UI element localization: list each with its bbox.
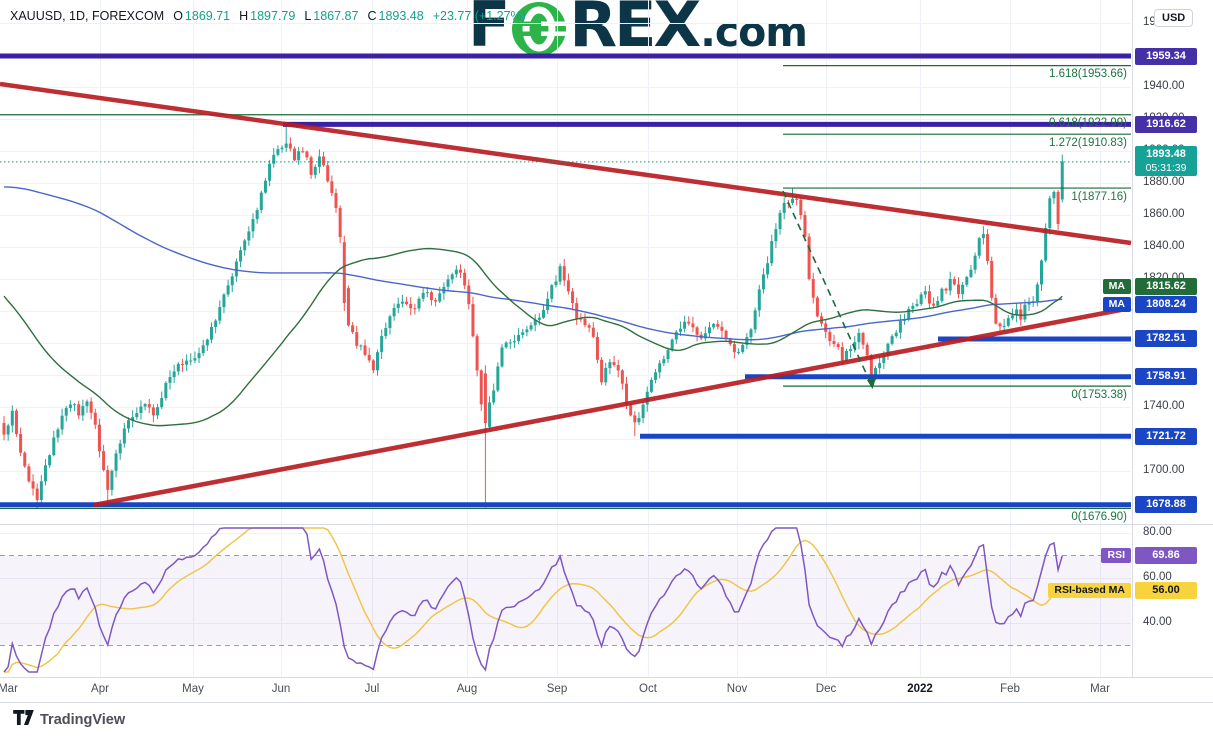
time-axis-label: Sep	[546, 683, 568, 695]
footer: TradingView	[13, 710, 125, 730]
close-label: C	[367, 9, 377, 23]
price-axis-badge: 1916.62	[1135, 115, 1197, 133]
price-axis-label: 1940.00	[1143, 80, 1185, 92]
price-axis-label: 1840.00	[1143, 240, 1185, 252]
open-value: 1869.71	[184, 9, 231, 23]
time-axis-label: Jul	[364, 683, 380, 695]
price-axis-badge: 69.86	[1135, 547, 1197, 565]
low-value: 1867.87	[313, 9, 359, 23]
fib-level-label: 1(1877.16)	[1071, 190, 1127, 203]
time-axis-label: Aug	[456, 683, 478, 695]
low-label: L	[304, 9, 312, 23]
symbol-title[interactable]: XAUUSD, 1D, FOREXCOM	[10, 9, 165, 23]
time-axis-label: Dec	[815, 683, 837, 695]
price-axis-label: 1860.00	[1143, 208, 1185, 220]
fib-level-label: 1.618(1953.66)	[1048, 68, 1127, 81]
fib-level-label: 0(1676.90)	[1071, 510, 1127, 523]
indicator-chip: RSI	[1101, 548, 1131, 564]
tradingview-brand[interactable]: TradingView	[40, 712, 126, 728]
change-value: +23.77 (+1.27%)	[432, 9, 526, 23]
price-axis-label: 1880.00	[1143, 176, 1185, 188]
indicator-chip: RSI-based MA	[1048, 582, 1131, 598]
time-axis-label: Feb	[1000, 683, 1020, 695]
rsi-axis-label: 40.00	[1143, 616, 1172, 628]
price-axis-badge: 1721.72	[1135, 427, 1197, 445]
time-axis-label: Mar	[1090, 683, 1110, 695]
time-axis-label: Nov	[726, 683, 748, 695]
price-axis-badge: 1678.88	[1135, 496, 1197, 514]
time-axis-label: Apr	[91, 683, 109, 695]
price-axis-label: 1740.00	[1143, 400, 1185, 412]
time-axis-label: May	[182, 683, 204, 695]
time-axis-label: Oct	[639, 683, 657, 695]
fib-level-label: 0(1753.38)	[1071, 388, 1127, 401]
price-axis-badge: 56.00	[1135, 581, 1197, 599]
rsi-axis-label: 80.00	[1143, 526, 1172, 538]
price-axis[interactable]: USD 1980.001960.001940.001920.001900.001…	[1133, 0, 1213, 677]
rsi-axis-label: 60.00	[1143, 571, 1172, 583]
symbol-legend: XAUUSD, 1D, FOREXCOM O 1869.71 H 1897.79 L…	[10, 9, 526, 23]
price-axis-badge: 1815.62	[1135, 277, 1197, 295]
tradingview-logo-icon[interactable]	[13, 710, 34, 730]
price-axis-label: 1700.00	[1143, 464, 1185, 476]
open-label: O	[173, 9, 183, 23]
price-axis-badge: 1959.34	[1135, 47, 1197, 65]
time-axis-label: Mar	[0, 683, 18, 695]
currency-usd-button[interactable]: USD	[1154, 9, 1194, 27]
time-axis-label: 2022	[907, 683, 933, 695]
price-axis-badge: 1782.51	[1135, 330, 1197, 348]
high-value: 1897.79	[250, 9, 296, 23]
close-value: 1893.48	[378, 9, 424, 23]
price-axis-badge: 1893.48 05:31:39	[1135, 146, 1197, 177]
price-axis-badge: 1758.91	[1135, 368, 1197, 386]
time-axis[interactable]: Mar Apr May Jun Jul Aug Sep Oct Nov Dec 2022 Feb Mar	[0, 678, 1213, 702]
high-label: H	[239, 9, 249, 23]
time-axis-label: Jun	[271, 683, 291, 695]
fib-level-label: 1.272(1910.83)	[1048, 136, 1127, 149]
indicator-chip: MA	[1102, 278, 1131, 294]
fib-level-label: 0.618(1922.99)	[1048, 117, 1127, 130]
price-axis-badge: 1808.24	[1135, 296, 1197, 314]
indicator-chip: MA	[1102, 297, 1131, 313]
